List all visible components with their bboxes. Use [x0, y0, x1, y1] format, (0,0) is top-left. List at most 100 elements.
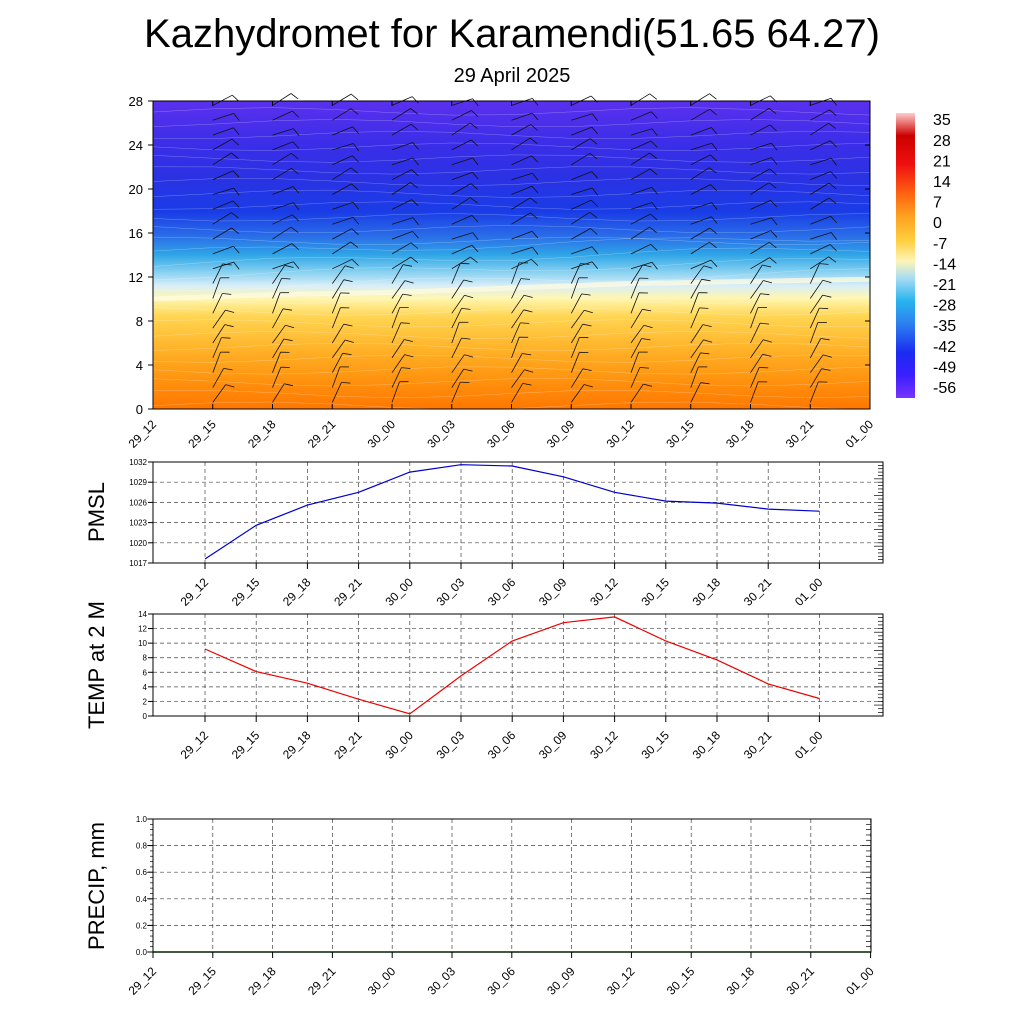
y-tick-label: 4 [143, 683, 148, 692]
isotherm-line [152, 354, 871, 363]
wind-barb-flag [523, 294, 533, 298]
wind-barb-staff [570, 337, 580, 359]
wind-barb-staff [511, 309, 525, 329]
isotherm-line [152, 178, 871, 187]
colorbar-label: -56 [933, 380, 956, 397]
wind-barb-staff [690, 259, 712, 270]
wind-barb-staff [511, 155, 532, 166]
wind-barb-staff [332, 126, 353, 136]
wind-barb-flag [702, 324, 712, 327]
wind-barb-flag [292, 110, 300, 118]
y-tick-label: 0 [143, 712, 148, 721]
wind-barb-staff [331, 307, 341, 329]
wind-barb-flag [400, 322, 410, 324]
wind-barb-staff [750, 307, 759, 329]
wind-barb-staff [809, 368, 822, 388]
wind-barb-flag [591, 171, 598, 179]
wind-barb-flag [284, 383, 294, 387]
wind-barb-flag [350, 93, 359, 101]
wind-barb-flag [352, 143, 360, 151]
wind-barb-flag [699, 307, 709, 309]
wind-barb-staff [451, 256, 471, 270]
wind-barb-staff [331, 382, 342, 403]
wind-barb-flag [762, 339, 772, 343]
wind-barb-staff [451, 279, 465, 299]
wind-barb-flag [829, 140, 837, 148]
wind-barb-staff [570, 293, 582, 314]
wind-barb-flag [233, 245, 240, 254]
wind-barb-flag [581, 293, 591, 296]
wind-barb-flag [651, 261, 658, 270]
wind-barb-staff [690, 127, 712, 136]
pmsl-grid [153, 462, 883, 563]
y-tick-label: 4 [136, 358, 143, 373]
wind-barb-staff [331, 323, 345, 344]
wind-barb-staff [570, 263, 581, 284]
wind-barb-staff [690, 339, 704, 359]
wind-barb-flag [703, 265, 713, 269]
wind-barb-staff [809, 307, 820, 329]
x-tick-label: 30_09 [544, 417, 578, 451]
wind-barb-flag [231, 227, 239, 235]
wind-barb-flag [290, 226, 299, 233]
wind-barb-flag [341, 382, 351, 384]
wind-barb-staff [212, 293, 223, 314]
wind-barb-flag [531, 230, 539, 239]
wind-barb-flag [410, 256, 419, 264]
wind-barb-flag [352, 155, 359, 163]
wind-barb-staff [511, 294, 525, 314]
wind-barb-flag [700, 352, 710, 355]
x-tick-label: 30_03 [434, 728, 468, 762]
wind-barb-flag [520, 278, 530, 280]
y-tick-label: 12 [138, 625, 147, 634]
wind-barb-staff [750, 124, 771, 136]
wind-barb-staff [571, 228, 591, 240]
y-tick-label: 6 [143, 668, 148, 677]
wind-barb-flag [233, 127, 240, 135]
wind-barb-flag [829, 109, 837, 117]
wind-barb-staff [690, 352, 701, 373]
wind-barb-flag [822, 279, 832, 283]
wind-barb-staff [272, 202, 294, 210]
colorbar-label: -42 [933, 339, 956, 356]
wind-barb-staff [690, 227, 711, 240]
x-tick-label: 30_18 [690, 575, 724, 609]
wind-barb-staff [212, 245, 234, 255]
wind-barb-staff [272, 93, 292, 106]
wind-barb-staff [630, 186, 652, 195]
x-tick-label: 01_00 [792, 575, 826, 609]
wind-barb-flag [231, 138, 239, 146]
wind-barb-staff [451, 354, 465, 373]
wind-barb-staff [630, 111, 652, 121]
wind-barb-staff [451, 171, 473, 181]
wind-barb-staff [511, 124, 531, 136]
wind-barb-flag [639, 367, 649, 369]
wind-barb-flag [649, 93, 658, 100]
x-tick-label: 30_09 [536, 728, 570, 762]
wind-barb-staff [511, 262, 520, 284]
wind-barb-staff [750, 257, 770, 270]
wind-barb-staff [451, 232, 473, 240]
chart-title: Kazhydromet for Karamendi(51.65 64.27) [144, 12, 880, 56]
x-tick-label: 29_12 [178, 575, 212, 609]
wind-barb-flag [291, 152, 299, 160]
wind-barb-flag [651, 202, 658, 210]
wind-barb-flag [464, 294, 474, 299]
wind-barb-flag [520, 322, 530, 324]
wind-barb-flag [223, 368, 233, 371]
wind-barb-staff [809, 354, 824, 373]
wind-barb-flag [531, 112, 539, 121]
wind-barb-staff [511, 137, 531, 151]
wind-barb-staff [212, 337, 222, 359]
wind-barb-staff [571, 199, 592, 210]
wind-barb-staff [690, 93, 710, 106]
freezing-level-band [152, 276, 871, 302]
wind-barb-flag [342, 352, 352, 355]
wind-barb-flag [222, 293, 232, 295]
wind-barb-flag [709, 227, 717, 235]
wind-barb-staff [511, 185, 533, 195]
wind-barb-flag [711, 127, 718, 135]
precip-axes: 0.0 0.2 0.4 0.6 0.8 1.0 29_12 29_15 29_18 29_21 30… [126, 815, 877, 998]
x-tick-label: 30_09 [536, 575, 570, 609]
wind-barb-staff [809, 294, 823, 314]
